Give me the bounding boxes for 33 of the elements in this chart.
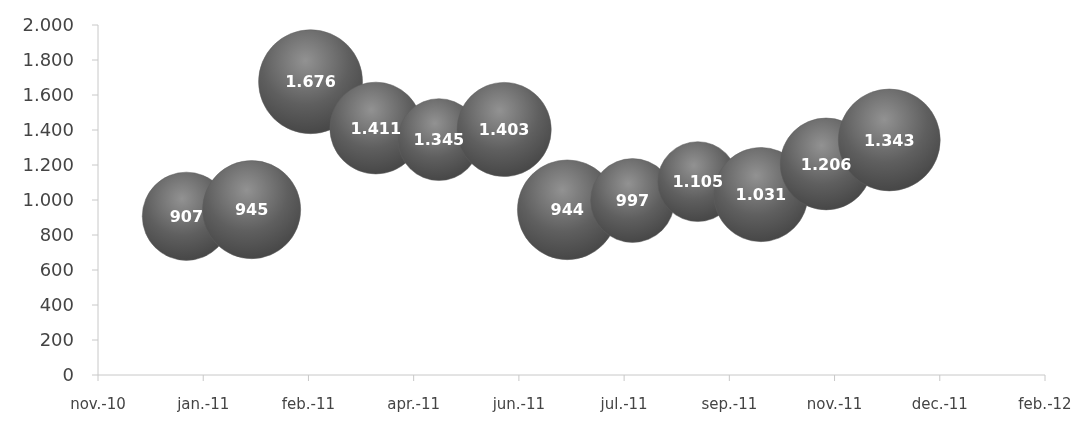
data-label: 944 <box>550 200 584 220</box>
x-tick-label: jan.-11 <box>176 395 230 413</box>
data-label: 1.343 <box>863 130 915 150</box>
x-tick-label: jun.-11 <box>491 395 546 413</box>
x-tick-label: dec.-11 <box>911 395 968 413</box>
y-tick-label: 600 <box>39 259 74 281</box>
y-tick-label: 2.000 <box>22 14 74 36</box>
y-tick-label: 0 <box>62 364 74 386</box>
x-tick-label: sep.-11 <box>701 395 758 413</box>
y-tick-label: 1.400 <box>22 119 74 141</box>
y-tick-label: 1.200 <box>22 154 74 176</box>
x-tick-label: apr.-11 <box>387 395 441 413</box>
data-label: 1.345 <box>413 130 465 150</box>
data-label: 1.206 <box>800 154 852 174</box>
data-label: 1.676 <box>285 72 336 92</box>
x-tick-label: jul.-11 <box>599 395 648 413</box>
data-label: 907 <box>169 206 204 226</box>
x-tick-label: nov.-10 <box>70 395 126 413</box>
y-tick-label: 400 <box>39 294 74 316</box>
y-tick-label: 1.600 <box>22 84 74 106</box>
x-tick-label: feb.-11 <box>281 395 336 413</box>
x-tick-label: nov.-11 <box>806 395 863 413</box>
data-label: 1.411 <box>350 118 402 138</box>
data-label: 1.403 <box>478 120 530 140</box>
data-label: 997 <box>615 191 650 211</box>
y-tick-label: 800 <box>39 224 74 246</box>
y-tick-label: 1.000 <box>22 189 74 211</box>
y-tick-label: 200 <box>39 329 74 351</box>
x-tick-label: feb.-12 <box>1018 395 1072 413</box>
data-label: 945 <box>234 200 269 220</box>
y-tick-label: 1.800 <box>22 49 74 71</box>
data-label: 1.105 <box>672 172 724 192</box>
data-label: 1.031 <box>735 185 787 205</box>
